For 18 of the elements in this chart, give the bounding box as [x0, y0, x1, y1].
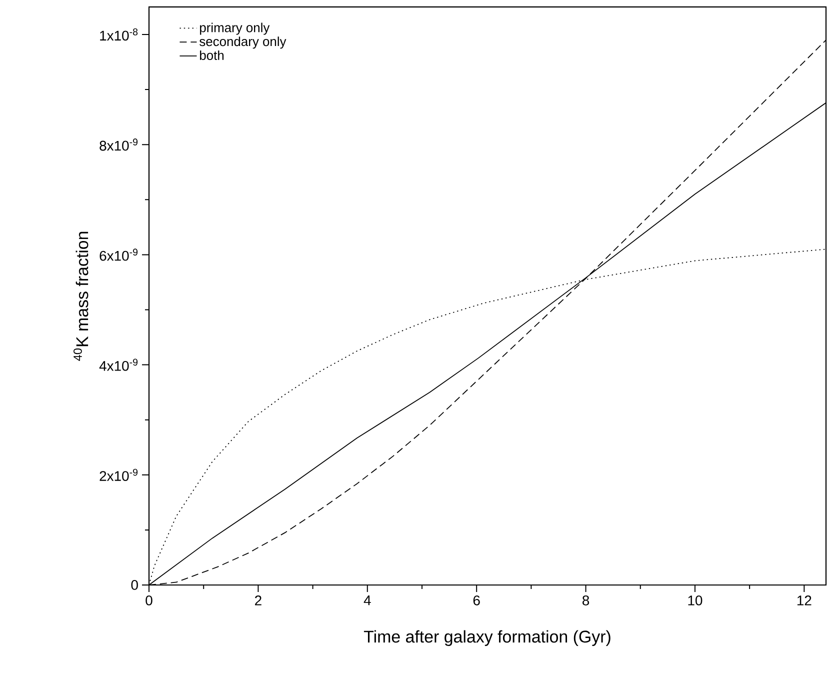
x-tick-label: 4	[364, 596, 371, 606]
y-tick-label: 0	[131, 580, 138, 590]
x-tick-label: 8	[582, 595, 590, 606]
legend-label: primary only	[200, 22, 270, 35]
x-tick-label: 2	[255, 595, 262, 606]
x-tick-label: 12	[797, 595, 812, 606]
y-axis-title: $^{40}$K mass fraction	[74, 232, 88, 361]
x-tick-label: 10	[688, 595, 702, 606]
y-tick-label: 8x10$^{-9}$	[100, 138, 138, 151]
y-tick-label: 6x10$^{-9}$	[100, 248, 138, 261]
legend-label: secondary only	[200, 36, 286, 49]
legend-label: both	[200, 50, 224, 60]
x-axis-title: Time after galaxy formation (Gyr)	[364, 630, 610, 646]
y-tick-label: 4x10$^{-9}$	[99, 358, 138, 371]
y-tick-label: 2x10$^{-9}$	[100, 468, 138, 481]
x-tick-label: 0	[146, 595, 152, 606]
x-tick-label: 6	[473, 595, 480, 606]
y-tick-label: 1x10$^{-8}$	[100, 28, 138, 41]
